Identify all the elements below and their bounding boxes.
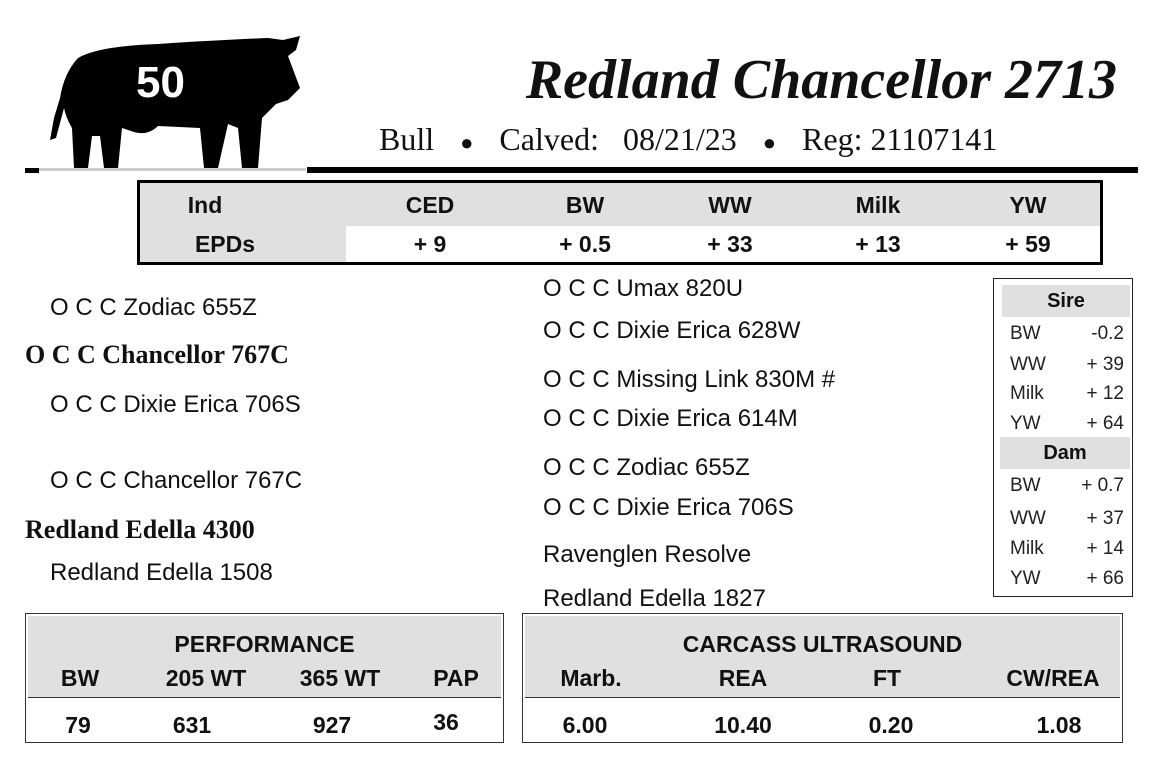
carcass-title: CARCASS ULTRASOUND xyxy=(682,631,963,657)
sire-bw-label: BW xyxy=(1010,323,1041,344)
pedigree-dam-dam: Redland Edella 1508 xyxy=(50,559,273,586)
lot-number: 50 xyxy=(136,58,185,107)
sire-milk-label: Milk xyxy=(1010,383,1044,404)
performance-header-pap: PAP xyxy=(433,665,479,691)
header-rule xyxy=(307,167,1138,173)
epd-header-ww: WW xyxy=(708,192,752,218)
bull-silhouette-image: 50 xyxy=(38,28,306,173)
header-rule-left xyxy=(25,168,39,173)
epd-table: Ind EPDs CED BW WW Milk YW + 9 + 0.5 + 3… xyxy=(137,180,1103,265)
carcass-table: CARCASS ULTRASOUND Marb. REA FT CW/REA 6… xyxy=(522,613,1123,743)
pedigree-dd-sire: Ravenglen Resolve xyxy=(543,541,752,568)
pedigree-ds-dam: O C C Dixie Erica 706S xyxy=(543,494,794,521)
epd-header-yw: YW xyxy=(1009,192,1047,218)
epd-value-milk: + 13 xyxy=(855,231,901,257)
performance-header-bw: BW xyxy=(60,665,100,691)
epd-row-label-ind: Ind xyxy=(187,192,223,218)
parent-epd-box: Sire BW -0.2 WW + 39 Milk + 12 YW + 64 D… xyxy=(993,278,1133,597)
epd-header-ced: CED xyxy=(405,192,455,218)
calved-label: Calved: xyxy=(499,121,599,157)
pedigree-sire: O C C Chancellor 767C xyxy=(25,340,289,369)
pedigree-sire-dam: O C C Dixie Erica 706S xyxy=(50,391,301,418)
pedigree-ss-dam: O C C Dixie Erica 628W xyxy=(543,317,801,344)
animal-info-line: Bull ● Calved: 08/21/23 ● Reg: 21107141 xyxy=(379,121,998,157)
performance-value-pap: 36 xyxy=(433,709,459,735)
dam-milk-label: Milk xyxy=(1010,538,1044,559)
calved-date: 08/21/23 xyxy=(622,121,737,157)
carcass-header-rea: REA xyxy=(718,665,768,691)
epd-header-milk: Milk xyxy=(855,192,901,218)
epd-value-yw: + 59 xyxy=(1005,231,1051,257)
sire-heading: Sire xyxy=(1002,285,1130,317)
sire-milk-value: + 12 xyxy=(1086,383,1124,404)
performance-header-205wt: 205 WT xyxy=(165,665,247,691)
pedigree-sire-sire: O C C Zodiac 655Z xyxy=(50,294,257,321)
performance-value-bw: 79 xyxy=(65,712,91,738)
carcass-value-marb: 6.00 xyxy=(562,712,608,738)
dam-bw-label: BW xyxy=(1010,475,1041,496)
sex: Bull xyxy=(379,121,435,157)
epd-row-label-epds: EPDs xyxy=(194,231,256,257)
epd-header-bw: BW xyxy=(565,192,605,218)
dam-ww-value: + 37 xyxy=(1086,508,1124,529)
pedigree-ss-sire: O C C Umax 820U xyxy=(543,275,744,302)
pedigree-ds-sire: O C C Zodiac 655Z xyxy=(543,454,750,481)
carcass-header-cwrea: CW/REA xyxy=(1006,665,1100,691)
pedigree-sd-dam: O C C Dixie Erica 614M xyxy=(543,405,798,432)
pedigree-sd-sire: O C C Missing Link 830M # xyxy=(543,366,836,393)
animal-name: Redland Chancellor 2713 xyxy=(525,49,1117,111)
reg-number: 21107141 xyxy=(870,121,998,157)
performance-value-365wt: 927 xyxy=(312,712,352,738)
carcass-header-marb: Marb. xyxy=(560,665,622,691)
pedigree-dd-dam: Redland Edella 1827 xyxy=(543,585,766,612)
pedigree-dam: Redland Edella 4300 xyxy=(25,515,255,544)
dam-heading: Dam xyxy=(1000,437,1130,469)
sire-yw-value: + 64 xyxy=(1086,413,1124,434)
epd-value-ww: + 33 xyxy=(707,231,753,257)
dam-yw-value: + 66 xyxy=(1086,568,1124,589)
performance-header-365wt: 365 WT xyxy=(299,665,381,691)
sire-bw-value: -0.2 xyxy=(1091,323,1124,344)
pedigree-dam-sire: O C C Chancellor 767C xyxy=(50,467,303,494)
carcass-header-ft: FT xyxy=(872,665,902,691)
dam-bw-value: + 0.7 xyxy=(1081,475,1124,496)
dam-ww-label: WW xyxy=(1010,508,1046,529)
carcass-value-ft: 0.20 xyxy=(868,712,914,738)
sire-ww-label: WW xyxy=(1010,354,1046,375)
reg-label: Reg: xyxy=(802,121,863,157)
epd-value-bw: + 0.5 xyxy=(559,231,611,257)
dam-milk-value: + 14 xyxy=(1086,538,1124,559)
sire-yw-label: YW xyxy=(1010,413,1041,434)
performance-table: PERFORMANCE BW 205 WT 365 WT PAP 79 631 … xyxy=(25,613,504,743)
performance-title: PERFORMANCE xyxy=(174,631,355,657)
performance-value-205wt: 631 xyxy=(172,712,212,738)
carcass-value-rea: 10.40 xyxy=(714,712,772,738)
carcass-value-cwrea: 1.08 xyxy=(1036,712,1082,738)
dam-yw-label: YW xyxy=(1010,568,1041,589)
sire-ww-value: + 39 xyxy=(1086,354,1124,375)
epd-value-ced: + 9 xyxy=(413,231,447,257)
